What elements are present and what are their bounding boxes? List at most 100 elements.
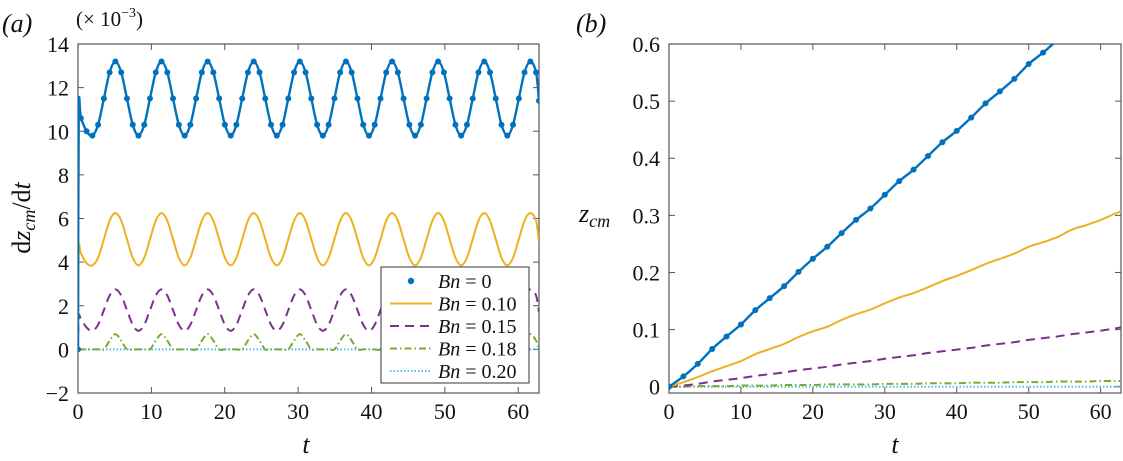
y-multiplier-label: (× 10−3) bbox=[76, 6, 143, 31]
data-point bbox=[766, 295, 773, 302]
data-point bbox=[867, 205, 874, 212]
data-point bbox=[982, 100, 989, 107]
data-point bbox=[1054, 37, 1060, 43]
panel-a-ylabel: dzcm/dt bbox=[7, 181, 39, 253]
legend-label: Bn = 0 bbox=[438, 271, 492, 293]
series-line bbox=[78, 212, 539, 350]
data-point bbox=[440, 69, 447, 76]
data-point bbox=[423, 95, 430, 102]
y-tick-label: 0.5 bbox=[633, 89, 661, 114]
x-tick-label: 0 bbox=[664, 399, 675, 424]
x-tick-label: 30 bbox=[287, 399, 309, 424]
y-tick-label: −2 bbox=[46, 381, 69, 406]
x-tick-label: 50 bbox=[434, 399, 456, 424]
data-point bbox=[78, 115, 84, 122]
data-point bbox=[302, 69, 309, 76]
data-point bbox=[953, 127, 960, 134]
data-point bbox=[193, 95, 200, 102]
panel-b-label: (b) bbox=[576, 9, 606, 38]
data-point bbox=[452, 121, 459, 128]
data-point bbox=[1040, 49, 1047, 56]
data-point bbox=[291, 69, 298, 76]
data-point bbox=[429, 69, 436, 76]
plot-area bbox=[669, 37, 1121, 390]
x-tick-label: 20 bbox=[802, 399, 824, 424]
x-tick-label: 40 bbox=[360, 399, 382, 424]
x-tick-label: 60 bbox=[1090, 399, 1112, 424]
y-tick-label: 2 bbox=[58, 294, 69, 319]
series-Bn0 bbox=[669, 37, 1060, 390]
data-point bbox=[129, 121, 136, 128]
data-point bbox=[723, 333, 730, 340]
data-point bbox=[308, 95, 315, 102]
data-point bbox=[896, 178, 903, 185]
series-Bn010 bbox=[78, 212, 539, 350]
x-tick-label: 60 bbox=[507, 399, 529, 424]
data-point bbox=[521, 69, 528, 76]
data-point bbox=[486, 69, 493, 76]
y-tick-label: 4 bbox=[58, 250, 69, 275]
data-point bbox=[824, 243, 831, 250]
data-point bbox=[250, 58, 257, 65]
data-point bbox=[279, 121, 286, 128]
legend-label: Bn = 0.20 bbox=[438, 361, 517, 383]
data-point bbox=[536, 97, 539, 104]
x-tick-label: 20 bbox=[214, 399, 236, 424]
data-point bbox=[412, 132, 419, 139]
panel-a-label: (a) bbox=[2, 9, 32, 38]
data-point bbox=[417, 121, 424, 128]
data-point bbox=[342, 58, 349, 65]
data-point bbox=[365, 132, 372, 139]
x-tick-label: 10 bbox=[730, 399, 752, 424]
y-tick-label: 6 bbox=[58, 207, 69, 232]
panel-a-xlabel: t bbox=[302, 430, 310, 459]
data-point bbox=[164, 69, 171, 76]
data-point bbox=[752, 307, 759, 314]
data-point bbox=[135, 132, 142, 139]
panel-b-xlabel: t bbox=[891, 430, 899, 459]
series-Bn010 bbox=[669, 210, 1121, 388]
data-point bbox=[446, 95, 453, 102]
data-point bbox=[809, 255, 816, 262]
data-point bbox=[910, 166, 917, 173]
y-tick-label: 8 bbox=[58, 163, 69, 188]
panel-b-plot: 0 10 20 30 40 50 60 0 0.1 0.2 0.3 0.4 0.5 0.6 bbox=[633, 32, 1122, 424]
y-tick-label: 0.3 bbox=[633, 203, 661, 228]
legend-label: Bn = 0.10 bbox=[438, 294, 517, 316]
y-tick-label: 10 bbox=[47, 119, 69, 144]
data-point bbox=[939, 139, 946, 146]
legend-label: Bn = 0.15 bbox=[438, 316, 517, 338]
data-point bbox=[795, 268, 802, 275]
data-point bbox=[146, 95, 153, 102]
data-point bbox=[227, 132, 234, 139]
data-point bbox=[1025, 60, 1032, 67]
data-point bbox=[383, 69, 390, 76]
data-point bbox=[112, 58, 119, 65]
data-point bbox=[187, 121, 194, 128]
data-point bbox=[221, 121, 228, 128]
data-point bbox=[475, 69, 482, 76]
data-point bbox=[285, 95, 292, 102]
legend-marker bbox=[407, 277, 415, 285]
data-point bbox=[319, 132, 326, 139]
legend-entry: Bn = 0.18 bbox=[390, 339, 517, 361]
legend-entry: Bn = 0.20 bbox=[390, 361, 517, 383]
series-Bn0 bbox=[78, 58, 539, 353]
data-point bbox=[781, 283, 788, 290]
data-point bbox=[498, 121, 505, 128]
data-point bbox=[256, 69, 263, 76]
data-point bbox=[268, 121, 275, 128]
legend-entry: Bn = 0 bbox=[407, 271, 492, 293]
data-point bbox=[371, 121, 378, 128]
data-point bbox=[492, 95, 499, 102]
legend-box bbox=[380, 266, 530, 384]
series-line bbox=[669, 379, 1121, 388]
x-tick-label: 40 bbox=[946, 399, 968, 424]
data-point bbox=[481, 58, 488, 65]
data-point bbox=[669, 383, 672, 390]
series-line bbox=[669, 210, 1121, 388]
data-point bbox=[458, 132, 465, 139]
series-Bn015 bbox=[78, 288, 539, 350]
data-point bbox=[354, 95, 361, 102]
